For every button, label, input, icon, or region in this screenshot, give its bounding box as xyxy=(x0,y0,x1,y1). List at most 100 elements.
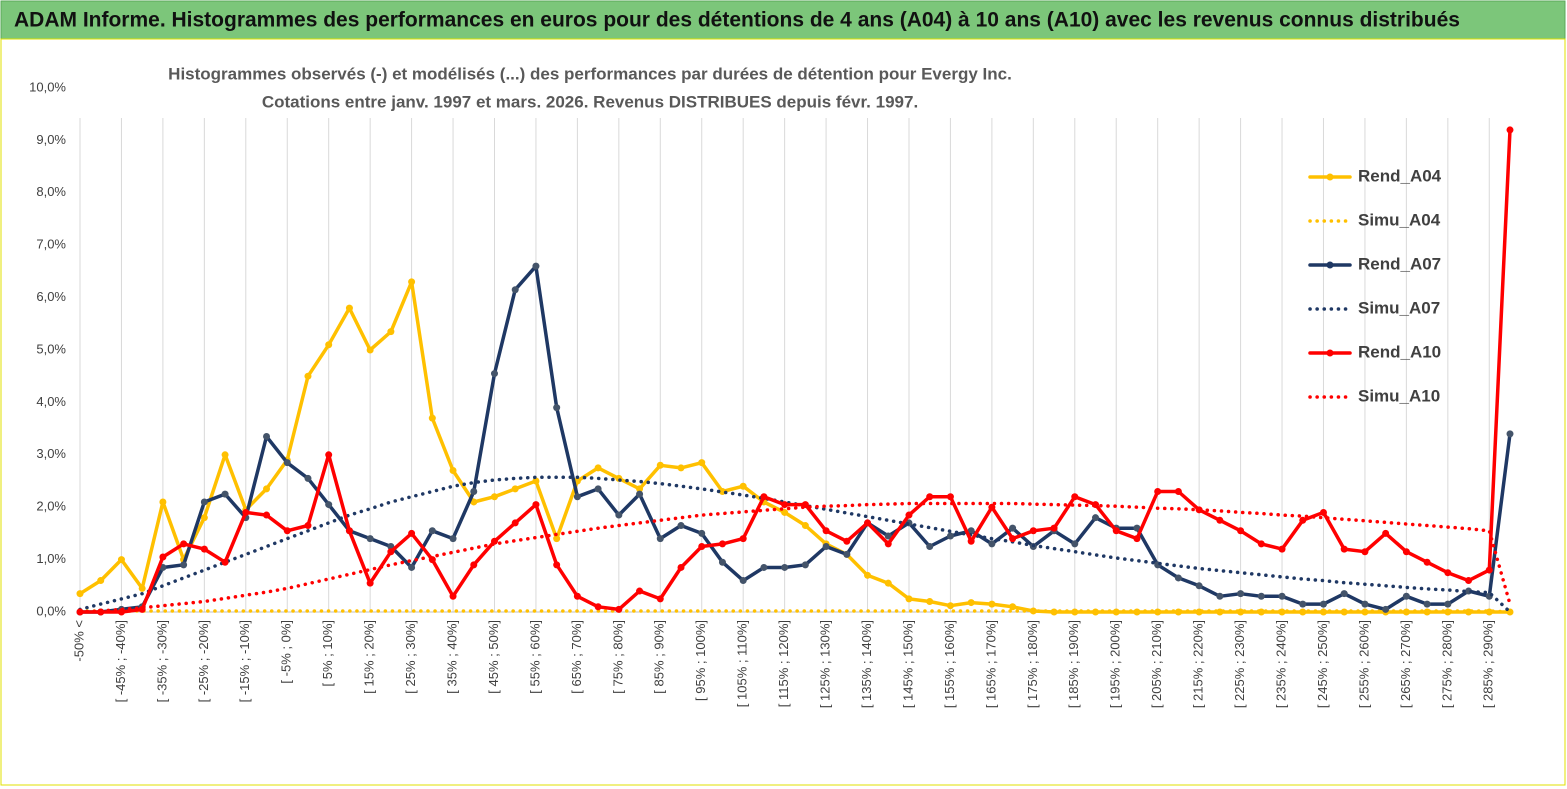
data-point xyxy=(1361,548,1369,556)
x-tick-label: [ 5% ; 10%] xyxy=(320,620,335,686)
data-point xyxy=(1154,487,1162,495)
chart-title: ADAM Informe. Histogrammes des performan… xyxy=(14,9,1460,32)
data-point xyxy=(1009,535,1017,543)
data-point xyxy=(946,532,954,540)
y-tick-label: 6,0% xyxy=(36,289,66,304)
data-point xyxy=(159,498,167,506)
data-point xyxy=(739,577,747,585)
data-point xyxy=(1340,545,1348,553)
data-point xyxy=(905,511,913,519)
x-tick-label: [ 105% ; 110%] xyxy=(735,620,750,707)
data-point xyxy=(1237,590,1245,598)
subtitle: Cotations entre janv. 1997 et mars. 2026… xyxy=(262,92,918,111)
data-point xyxy=(636,485,644,493)
data-point xyxy=(884,579,892,587)
data-point xyxy=(470,561,478,569)
data-point xyxy=(490,493,498,501)
data-point xyxy=(1485,566,1493,574)
data-point xyxy=(490,370,498,378)
data-point xyxy=(822,543,830,550)
legend-marker xyxy=(1326,261,1334,269)
data-point xyxy=(553,535,561,543)
data-point xyxy=(988,600,996,608)
data-point xyxy=(864,519,872,527)
data-point xyxy=(1299,600,1307,608)
legend-label: Simu_A07 xyxy=(1358,298,1440,317)
x-tick-label: [ 15% ; 20%] xyxy=(362,620,377,694)
data-point xyxy=(511,286,519,294)
x-tick-label: [ 205% ; 210%] xyxy=(1149,620,1164,708)
data-point xyxy=(1278,545,1286,553)
x-tick-label: [ 215% ; 220%] xyxy=(1191,620,1206,708)
x-tick-label: [ 35% ; 40%] xyxy=(444,620,459,694)
data-point xyxy=(946,602,954,610)
data-point xyxy=(926,543,934,550)
x-tick-label: [ 165% ; 170%] xyxy=(983,620,998,708)
data-point xyxy=(967,599,975,607)
data-point xyxy=(1133,535,1141,543)
y-tick-label: 10,0% xyxy=(29,79,66,94)
data-point xyxy=(698,529,706,537)
data-point xyxy=(1319,508,1327,516)
data-point xyxy=(511,519,519,527)
data-point xyxy=(1071,493,1079,501)
legend-label: Simu_A10 xyxy=(1358,386,1440,405)
data-point xyxy=(325,501,333,509)
data-point xyxy=(1402,548,1410,556)
x-tick-label: [ 235% ; 240%] xyxy=(1273,620,1288,708)
data-point xyxy=(594,464,602,472)
legend-label: Rend_A07 xyxy=(1358,254,1441,273)
data-point xyxy=(1340,590,1348,598)
data-point xyxy=(1029,527,1037,535)
subtitle: Histogrammes observés (-) et modélisés (… xyxy=(168,64,1012,83)
data-point xyxy=(532,477,540,485)
data-point xyxy=(263,432,271,440)
data-point xyxy=(698,543,706,550)
data-point xyxy=(698,459,706,467)
y-tick-label: 3,0% xyxy=(36,446,66,461)
y-tick-label: 8,0% xyxy=(36,184,66,199)
x-tick-label: [ 185% ; 190%] xyxy=(1066,620,1081,708)
data-point xyxy=(843,537,851,545)
data-point xyxy=(1506,430,1514,438)
data-point xyxy=(387,328,395,336)
data-point xyxy=(1174,487,1182,495)
data-point xyxy=(573,592,581,600)
x-tick-label: [ 65% ; 70%] xyxy=(569,620,584,694)
data-point xyxy=(677,464,685,472)
data-point xyxy=(159,553,167,561)
data-point xyxy=(988,540,996,548)
data-point xyxy=(677,522,685,530)
x-tick-label: [ 255% ; 260%] xyxy=(1356,620,1371,708)
data-point xyxy=(283,527,291,535)
data-point xyxy=(304,522,312,530)
data-point xyxy=(739,482,747,490)
data-point xyxy=(718,540,726,548)
data-point xyxy=(1009,524,1017,532)
data-point xyxy=(946,493,954,501)
data-point xyxy=(366,535,374,543)
data-point xyxy=(1402,592,1410,600)
x-tick-label: [ 265% ; 270%] xyxy=(1398,620,1413,708)
data-point xyxy=(511,485,519,493)
data-point xyxy=(345,527,353,535)
data-point xyxy=(138,584,146,592)
data-point xyxy=(594,603,602,611)
data-point xyxy=(1444,569,1452,577)
legend-label: Rend_A04 xyxy=(1358,166,1442,185)
data-point xyxy=(615,511,623,519)
x-tick-label: [ 75% ; 80%] xyxy=(610,620,625,694)
data-point xyxy=(594,485,602,493)
data-point xyxy=(221,558,229,566)
data-point xyxy=(200,545,208,553)
data-point xyxy=(1382,529,1390,537)
data-point xyxy=(781,563,789,571)
x-tick-label: [ 245% ; 250%] xyxy=(1315,620,1330,708)
x-tick-label: [ 145% ; 150%] xyxy=(900,620,915,708)
x-tick-label: [ -25% ; -20%] xyxy=(196,620,211,702)
data-point xyxy=(1195,582,1203,590)
y-tick-label: 0,0% xyxy=(36,603,66,618)
data-point xyxy=(449,535,457,543)
data-point xyxy=(1423,558,1431,566)
